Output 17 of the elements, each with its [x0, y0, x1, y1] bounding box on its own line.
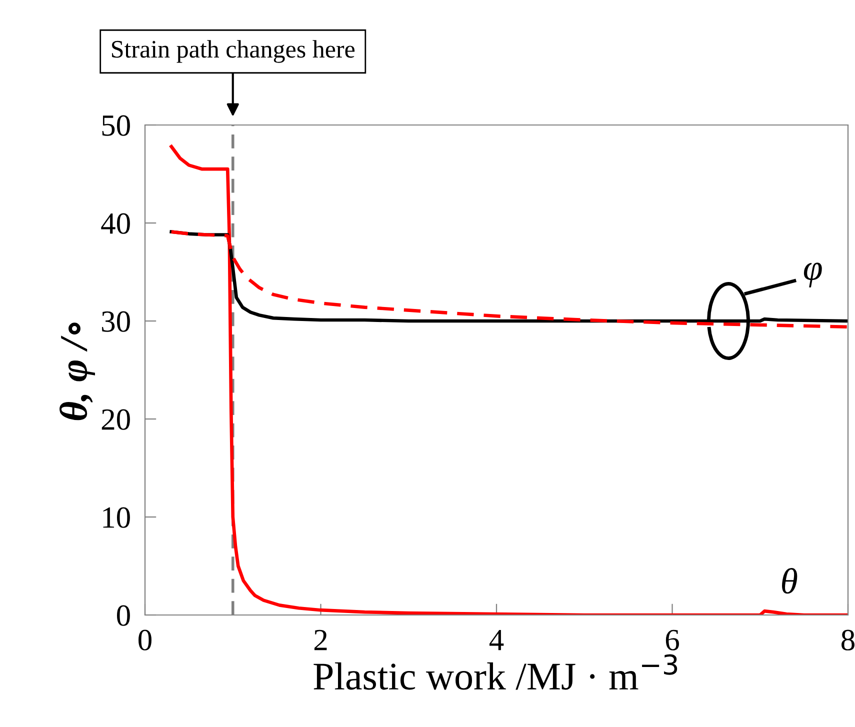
y-axis-title: θ, φ /∘	[60, 322, 95, 420]
y-tick-label: 10	[103, 507, 130, 528]
y-tick-label: 0	[117, 605, 130, 626]
y-tick-label: 40	[101, 213, 130, 234]
line-series	[170, 144, 848, 615]
y-tick-label: 20	[102, 409, 130, 430]
x-tick-label: 6	[666, 630, 679, 650]
x-tick-label: 2	[314, 630, 327, 650]
x-tick-label: 0	[138, 630, 152, 650]
x-axis-title: Plastic work /MJ · m$^{−3}$	[314, 654, 678, 690]
y-tick-label: 50	[102, 115, 130, 136]
x-tick-label: 8	[842, 630, 854, 650]
x-tick-label: 4	[489, 630, 504, 650]
ref-line-label: Strain path changes here	[112, 40, 355, 63]
annotation: θ	[782, 568, 798, 594]
annotation: φ	[804, 262, 822, 288]
y-tick-label: 30	[102, 311, 130, 332]
